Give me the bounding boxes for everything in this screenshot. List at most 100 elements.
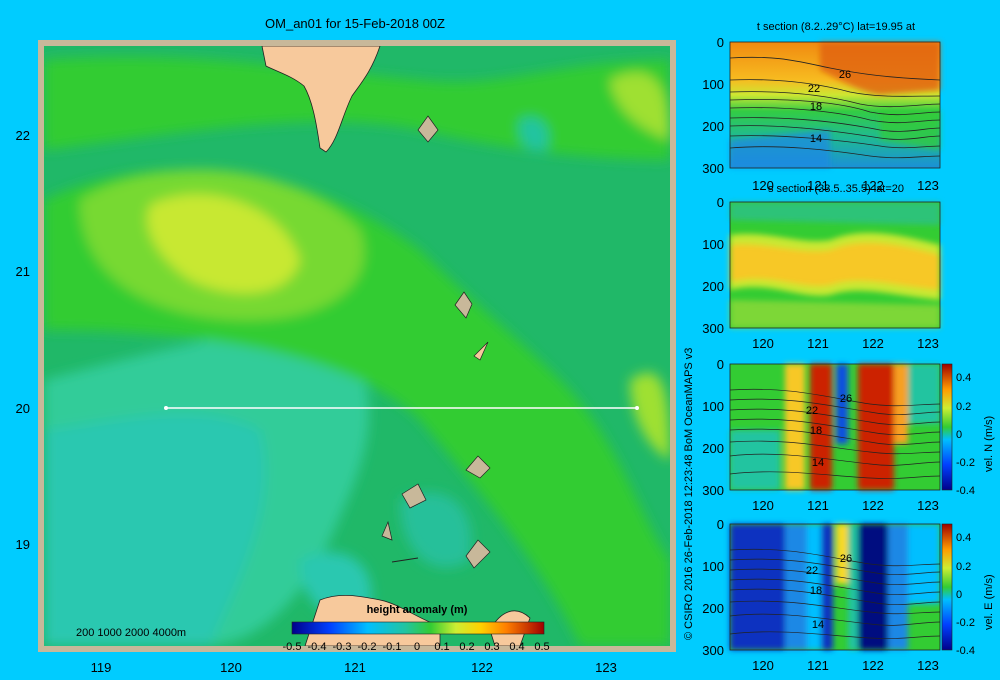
- vele-y-tick: 0: [717, 517, 724, 532]
- height-colorbar-label: -0.1: [383, 641, 402, 653]
- t-y-tick: 100: [702, 77, 724, 92]
- vele-colorbar-label: -0.2: [956, 617, 975, 629]
- main-x-tick: 119: [91, 660, 112, 675]
- t-y-ticks: 0 100 200 300: [702, 35, 724, 176]
- t-x-tick: 123: [917, 178, 939, 193]
- s-y-tick: 0: [717, 195, 724, 210]
- s-y-tick: 200: [702, 279, 724, 294]
- t-contour-label: 26: [839, 69, 851, 81]
- t-y-tick: 300: [702, 161, 724, 176]
- height-colorbar-label: -0.3: [333, 641, 352, 653]
- t-contour-label: 22: [808, 83, 820, 95]
- height-colorbar-labels: -0.5 -0.4 -0.3 -0.2 -0.1 0 0.1 0.2 0.3 0…: [283, 641, 550, 653]
- vele-contour-label: 14: [812, 619, 824, 631]
- vele-contour-label: 18: [810, 585, 822, 597]
- vele-contour-label: 26: [840, 553, 852, 565]
- height-colorbar: [291, 621, 545, 635]
- main-y-tick: 20: [16, 401, 30, 416]
- veln-colorbar-labels: 0.4 0.2 0 -0.2 -0.4: [956, 372, 975, 497]
- veln-x-ticks: 120 121 122 123: [752, 498, 939, 513]
- main-x-tick: 120: [220, 660, 242, 675]
- main-y-tick: 19: [16, 537, 30, 552]
- main-y-tick: 21: [16, 264, 30, 279]
- vele-contours: [729, 548, 941, 639]
- veln-y-tick: 0: [717, 357, 724, 372]
- vele-y-tick: 300: [702, 643, 724, 658]
- s-y-ticks: 0 100 200 300: [702, 195, 724, 336]
- height-colorbar-title: height anomaly (m): [367, 604, 468, 616]
- veln-colorbar-title: vel. N (m/s): [983, 416, 995, 472]
- t-x-tick: 120: [752, 178, 774, 193]
- vele-x-tick: 121: [807, 658, 829, 673]
- vele-colorbar-label: 0.4: [956, 532, 971, 544]
- vele-x-tick: 122: [862, 658, 884, 673]
- height-colorbar-label: 0.5: [534, 641, 549, 653]
- s-x-tick: 122: [862, 336, 884, 351]
- s-x-ticks: 120 121 122 123: [752, 336, 939, 351]
- main-map-title: OM_an01 for 15-Feb-2018 00Z: [265, 16, 445, 31]
- height-colorbar-label: -0.4: [308, 641, 327, 653]
- vele-colorbar-label: -0.4: [956, 645, 975, 657]
- vele-colorbar-title: vel. E (m/s): [983, 574, 995, 630]
- veln-y-ticks: 0 100 200 300: [702, 357, 724, 498]
- veln-x-tick: 123: [917, 498, 939, 513]
- main-x-tick: 123: [595, 660, 617, 675]
- s-x-tick: 121: [807, 336, 829, 351]
- t-contour-label: 14: [810, 133, 822, 145]
- veln-colorbar: [941, 363, 953, 491]
- veln-contour-label: 26: [840, 393, 852, 405]
- s-x-tick: 123: [917, 336, 939, 351]
- vele-x-tick: 123: [917, 658, 939, 673]
- t-x-tick: 122: [862, 178, 884, 193]
- main-x-tick: 121: [344, 660, 366, 675]
- s-section-title: s section (33.5..35.5) lat=20: [768, 183, 904, 195]
- veln-colorbar-label: 0: [956, 429, 962, 441]
- vele-contour-label: 22: [806, 565, 818, 577]
- t-contours: [729, 56, 941, 159]
- vele-y-tick: 100: [702, 559, 724, 574]
- veln-x-tick: 121: [807, 498, 829, 513]
- vele-colorbar-label: 0: [956, 589, 962, 601]
- vele-colorbar-label: 0.2: [956, 561, 971, 573]
- veln-colorbar-label: -0.2: [956, 457, 975, 469]
- taiwan-land: [261, 46, 381, 153]
- height-colorbar-label: 0.4: [509, 641, 524, 653]
- t-x-tick: 121: [807, 178, 829, 193]
- height-colorbar-label: -0.5: [283, 641, 302, 653]
- height-colorbar-label: 0.3: [484, 641, 499, 653]
- s-y-tick: 100: [702, 237, 724, 252]
- height-colorbar-label: 0: [414, 641, 420, 653]
- veln-contour-label: 18: [810, 425, 822, 437]
- vele-x-ticks: 120 121 122 123: [752, 658, 939, 673]
- vele-y-ticks: 0 100 200 300: [702, 517, 724, 658]
- vele-colorbar-labels: 0.4 0.2 0 -0.2 -0.4: [956, 532, 975, 657]
- veln-x-tick: 120: [752, 498, 774, 513]
- vele-x-tick: 120: [752, 658, 774, 673]
- depth-legend: 200 1000 2000 4000m: [76, 627, 186, 639]
- t-x-ticks: 120 121 122 123: [752, 178, 939, 193]
- height-colorbar-label: 0.2: [459, 641, 474, 653]
- vele-colorbar: [941, 523, 953, 651]
- main-x-tick: 122: [471, 660, 493, 675]
- height-colorbar-label: -0.2: [358, 641, 377, 653]
- s-x-tick: 120: [752, 336, 774, 351]
- height-colorbar-label: 0.1: [434, 641, 449, 653]
- s-y-tick: 300: [702, 321, 724, 336]
- veln-y-tick: 100: [702, 399, 724, 414]
- main-y-tick: 22: [16, 128, 30, 143]
- credit-text: © CSIRO 2016 26-Feb-2018 12:23:48 BoM Oc…: [683, 348, 695, 640]
- veln-x-tick: 122: [862, 498, 884, 513]
- veln-contour-label: 14: [812, 457, 824, 469]
- t-y-tick: 200: [702, 119, 724, 134]
- veln-contours: [729, 388, 941, 479]
- veln-colorbar-label: -0.4: [956, 485, 975, 497]
- t-contour-label: 18: [810, 101, 822, 113]
- t-section-title: t section (8.2..29°C) lat=19.95 at: [757, 21, 915, 33]
- veln-y-tick: 200: [702, 441, 724, 456]
- veln-colorbar-label: 0.2: [956, 401, 971, 413]
- vele-y-tick: 200: [702, 601, 724, 616]
- t-y-tick: 0: [717, 35, 724, 50]
- veln-y-tick: 300: [702, 483, 724, 498]
- height-anomaly-field: [44, 46, 670, 646]
